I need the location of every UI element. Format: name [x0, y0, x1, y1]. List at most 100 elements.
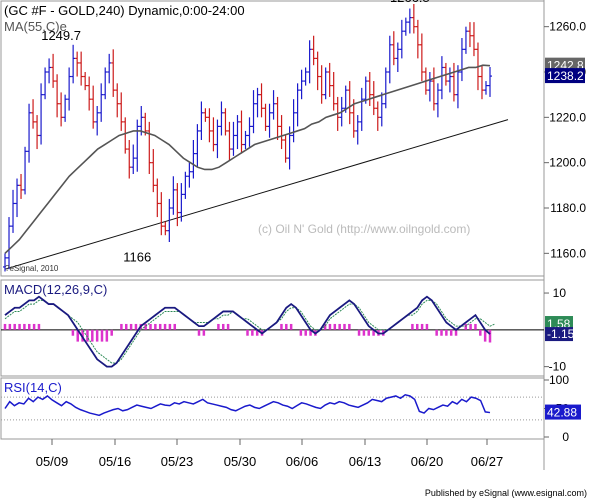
price-bar: [119, 92, 124, 131]
price-bar: [375, 101, 380, 131]
price-bar: [215, 119, 220, 159]
price-bar: [319, 65, 324, 104]
price-bar: [283, 135, 288, 163]
price-bar: [179, 183, 184, 222]
price-bar: [427, 72, 432, 102]
price-bar: [403, 17, 408, 36]
ma-label: MA(55,C)e: [4, 19, 67, 34]
price-bar: [407, 8, 412, 34]
price-bar: [459, 38, 464, 82]
price-bar: [159, 192, 164, 236]
price-bar: [488, 67, 492, 97]
price-bar: [55, 74, 60, 118]
price-bar: [59, 92, 64, 127]
price-bar: [63, 94, 68, 122]
price-bar: [463, 26, 468, 54]
price-bar: [227, 121, 232, 161]
price-annotation: 1166: [123, 250, 151, 265]
price-bar: [123, 117, 128, 154]
price-bar: [71, 44, 76, 84]
price-bar: [95, 106, 100, 136]
x-tick-label: 06/13: [349, 454, 382, 469]
price-bar: [259, 83, 264, 118]
macd-tick-label: -10: [549, 360, 567, 374]
price-bar: [11, 189, 16, 233]
price-bar: [107, 53, 112, 84]
price-bar: [347, 81, 352, 125]
price-bar: [51, 53, 56, 88]
price-bar: [255, 87, 260, 118]
macd-line: [4, 295, 491, 368]
rsi-value-badge-bg: [545, 404, 581, 420]
price-bar: [183, 171, 188, 199]
price-bar: [219, 101, 224, 136]
price-bar: [239, 110, 244, 154]
macd-tick-label: 10: [553, 286, 567, 300]
x-tick-label: 06/20: [411, 454, 444, 469]
macd-group: 10-101.58-1.15: [1, 286, 575, 374]
price-bar: [175, 183, 180, 227]
watermark: (c) Oil N' Gold (http://www.oilngold.com…: [258, 222, 470, 236]
price-bar: [399, 19, 404, 59]
price-bar: [251, 90, 256, 134]
price-tick-label: 1220.0: [549, 110, 586, 124]
price-bar: [35, 115, 40, 150]
price-bar: [311, 35, 316, 66]
chart-title: (GC #F - GOLD,240) Dynamic,0:00-24:00: [4, 3, 245, 18]
macd-value-badge-bg: [545, 327, 573, 342]
price-bar: [75, 51, 80, 77]
price-bar: [223, 108, 228, 136]
price-bar: [271, 90, 276, 120]
price-bar: [135, 119, 140, 172]
price-tick-label: 1260.0: [549, 20, 586, 34]
x-tick-label: 05/09: [36, 454, 69, 469]
price-bar: [303, 67, 308, 86]
x-tick-label: 05/16: [99, 454, 132, 469]
price-bar: [263, 103, 268, 131]
footer-credit: Published by eSignal (www.esignal.com): [425, 488, 587, 498]
rsi-group: 10050042.88: [1, 373, 581, 444]
price-bar: [111, 49, 116, 97]
rsi-tick-label: 100: [549, 373, 569, 387]
price-bar: [367, 72, 372, 106]
rsi-title: RSI(14,C): [4, 380, 62, 395]
signal-line: [4, 299, 496, 364]
price-bar: [383, 67, 388, 109]
price-bar: [467, 22, 472, 48]
price-bar: [291, 99, 296, 143]
price-bar: [355, 115, 360, 145]
price-bar: [483, 81, 488, 95]
copyright-small: ?eSignal, 2010: [5, 264, 59, 273]
price-bar: [7, 217, 12, 270]
price-bar: [447, 67, 452, 93]
price-bar: [83, 72, 88, 91]
price-bar: [471, 22, 476, 57]
price-tick-label: 1160.0: [550, 246, 586, 260]
price-axis: 1160.01180.01200.01220.01240.01260.01242…: [544, 20, 586, 260]
price-bar: [167, 198, 172, 242]
price-annotation: 1266.5: [390, 0, 430, 5]
price-bar: [235, 115, 240, 150]
last-price-badge: 1238.2: [547, 69, 584, 83]
price-bar: [279, 115, 284, 150]
price-bar: [395, 42, 400, 72]
price-bar: [155, 178, 160, 218]
price-bar: [211, 117, 216, 152]
moving-average-group: [4, 64, 491, 254]
price-bar: [299, 69, 304, 100]
x-tick-label: 06/06: [286, 454, 319, 469]
price-bar: [115, 83, 120, 118]
price-bar: [439, 56, 444, 100]
price-bar: [267, 103, 272, 138]
rsi-line: [4, 394, 491, 417]
price-bar: [47, 58, 52, 84]
rsi-tick-label: 0: [562, 430, 569, 444]
price-bar: [67, 67, 72, 111]
price-bar: [43, 67, 48, 100]
price-tick-label: 1180.0: [550, 201, 586, 215]
price-bar: [99, 83, 104, 122]
last-price-badge-bg: [545, 68, 585, 84]
price-bar: [39, 83, 44, 145]
price-bar: [331, 72, 336, 111]
price-bar: [191, 140, 196, 179]
